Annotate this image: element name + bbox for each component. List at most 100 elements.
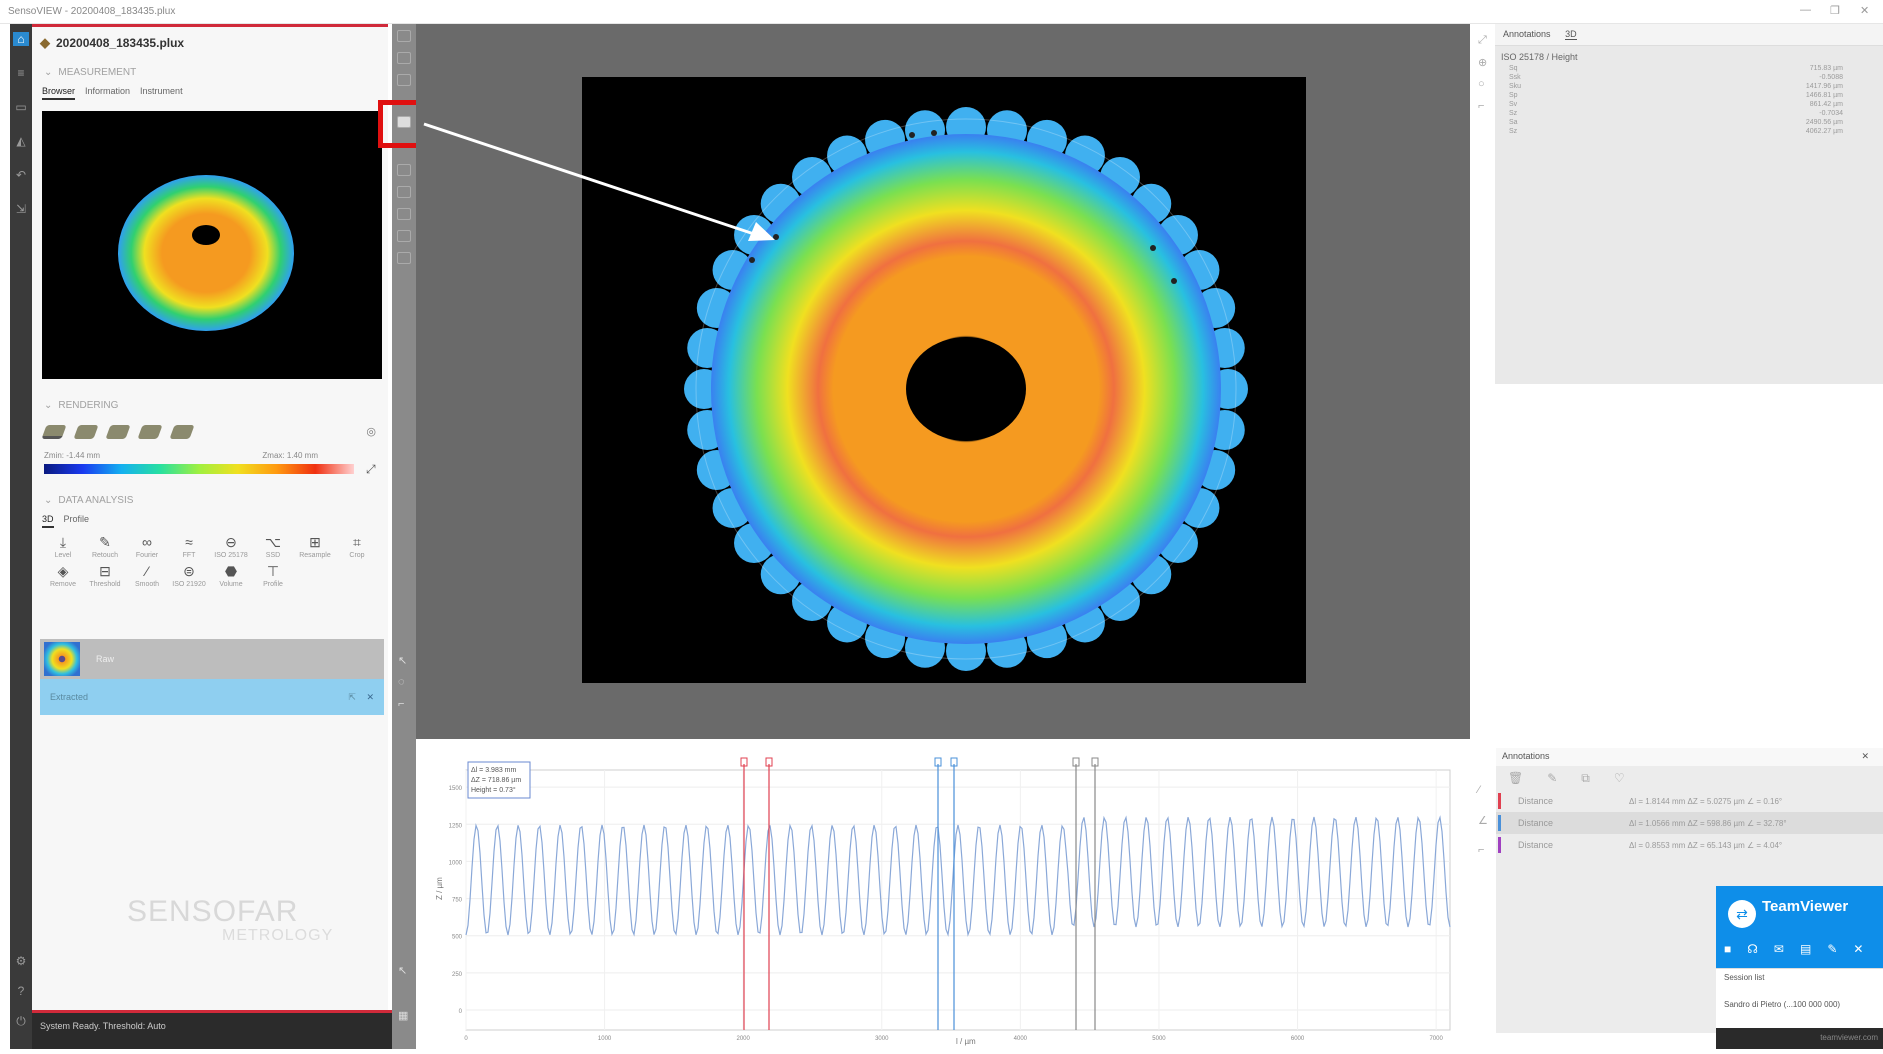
tab-instrument[interactable]: Instrument xyxy=(140,86,183,96)
tool-resample-button[interactable]: ⊞ Resample xyxy=(296,534,334,559)
color-scale-bar[interactable] xyxy=(44,464,354,474)
layer-extracted[interactable]: Extracted ⇱ ✕ xyxy=(40,679,384,715)
tool-iso25178-button[interactable]: ⊖ ISO 25178 xyxy=(212,534,250,559)
tool-1-icon[interactable] xyxy=(397,30,411,42)
cursor-handle[interactable] xyxy=(1091,757,1099,767)
folder-icon[interactable]: ▭ xyxy=(15,100,27,114)
undo-icon[interactable]: ↶ xyxy=(15,168,27,182)
data-analysis-header[interactable]: ⌄ DATA ANALYSIS xyxy=(44,495,134,506)
distance-row[interactable]: Distance Δl = 1.0566 mm ΔZ = 598.86 µm ∠ … xyxy=(1496,812,1883,834)
tool-iso21920-button[interactable]: ⊜ ISO 21920 xyxy=(170,563,208,588)
tool-smooth-button[interactable]: ⁄ Smooth xyxy=(128,563,166,588)
tab-3d[interactable]: 3D xyxy=(42,514,54,528)
tab-3d[interactable]: 3D xyxy=(1565,29,1577,40)
measure-icon[interactable]: ⌐ xyxy=(1478,100,1485,112)
tool-7-icon[interactable] xyxy=(397,208,411,220)
close-icon[interactable]: ✕ xyxy=(1853,942,1864,956)
tool-profile-button[interactable]: ⊤ Profile xyxy=(254,563,292,588)
measurement-section[interactable]: ⌄ MEASUREMENT xyxy=(44,67,137,78)
edit-scale-icon[interactable]: ⤢ xyxy=(366,461,376,476)
settings-icon[interactable]: ⚙ xyxy=(15,954,27,968)
profile-chart[interactable]: 0 250 500 750 1000 1250 1500 0 1000 2000 3000 4000… xyxy=(416,740,1470,1049)
step-tool-icon[interactable]: ⌐ xyxy=(1478,844,1485,856)
chat-icon[interactable]: ✉ xyxy=(1773,942,1784,956)
render-mode-3-button[interactable] xyxy=(105,425,131,439)
file-icon[interactable]: ▤ xyxy=(1799,942,1812,956)
tool-level-button[interactable]: ⤓ Level xyxy=(44,534,82,559)
home-icon[interactable]: ⌂ xyxy=(13,32,29,46)
tab-browser[interactable]: Browser xyxy=(42,86,76,100)
close-icon[interactable]: ✕ xyxy=(366,691,374,702)
cursor-icon[interactable]: ↖ xyxy=(398,655,408,667)
tab-profile[interactable]: Profile xyxy=(63,514,90,524)
cursor-handle[interactable] xyxy=(765,757,773,767)
bookmark-icon[interactable]: ♡ xyxy=(1613,771,1625,785)
audio-icon[interactable]: ☊ xyxy=(1747,942,1758,956)
close-icon[interactable]: ✕ xyxy=(1861,751,1869,761)
gear-viewport[interactable] xyxy=(582,77,1306,683)
help-icon[interactable]: ? xyxy=(17,984,25,998)
angle-tool-icon[interactable]: ∠ xyxy=(1478,815,1488,827)
session-list-label[interactable]: Session list xyxy=(1724,973,1765,982)
tool-remove-button[interactable]: ◈ Remove xyxy=(44,563,82,588)
video-icon[interactable]: ■ xyxy=(1724,942,1732,956)
export-icon[interactable]: ⇱ xyxy=(348,691,356,702)
distance-row[interactable]: Distance Δl = 1.8144 mm ΔZ = 5.0275 µm ∠ … xyxy=(1496,790,1883,812)
tool-fourier-button[interactable]: ∞ Fourier xyxy=(128,534,166,559)
cursor-handle[interactable] xyxy=(740,757,748,767)
tab-information[interactable]: Information xyxy=(85,86,131,96)
draw-icon[interactable]: ✎ xyxy=(1827,942,1838,956)
render-mode-5-button[interactable] xyxy=(169,425,195,439)
tool-ssd-button[interactable]: ⌥ SSD xyxy=(254,534,292,559)
teamviewer-widget[interactable]: ⇄ TeamViewer ■ ☊ ✉ ▤ ✎ ✕ xyxy=(1716,886,1883,968)
tool-threshold-button[interactable]: ⊟ Threshold xyxy=(86,563,124,588)
close-icon[interactable]: ✕ xyxy=(1860,5,1870,17)
expand-icon[interactable]: ⤢ xyxy=(1478,34,1487,46)
copy-icon[interactable]: ⧉ xyxy=(1581,770,1590,785)
edit-icon[interactable]: ✎ xyxy=(1547,771,1558,785)
circle-icon[interactable]: ○ xyxy=(1478,78,1485,90)
color-swatch xyxy=(1498,837,1501,853)
tool-2-icon[interactable] xyxy=(397,52,411,64)
point-icon[interactable]: ◌ xyxy=(398,676,405,688)
cursor-handle[interactable] xyxy=(934,757,942,767)
tool-crop-button[interactable]: ⌗ Crop xyxy=(338,534,376,559)
tool-3-icon[interactable] xyxy=(397,74,411,86)
chevron-icon: ⌄ xyxy=(44,400,53,411)
cursor-icon[interactable]: ↖ xyxy=(398,965,408,977)
tool-6-icon[interactable] xyxy=(397,186,411,198)
tool-5-icon[interactable] xyxy=(397,164,411,176)
x-tick-label: 7000 xyxy=(1429,1036,1443,1042)
render-mode-1-button[interactable] xyxy=(41,425,67,439)
tool-fft-button[interactable]: ≈ FFT xyxy=(170,534,208,559)
tool-8-icon[interactable] xyxy=(397,230,411,242)
power-icon[interactable]: ⏻ xyxy=(16,1014,26,1028)
annotation-tool-icon[interactable] xyxy=(397,116,411,128)
session-contact[interactable]: Sandro di Pietro (...100 000 000) xyxy=(1724,1000,1841,1009)
rendering-header[interactable]: ⌄ RENDERING xyxy=(44,400,119,411)
export-icon[interactable]: ⇲ xyxy=(15,202,27,216)
line-icon[interactable]: ⌐ xyxy=(398,698,405,710)
parameter-row: Sp 1466.81 µm xyxy=(1495,91,1883,100)
maximize-icon[interactable]: ❐ xyxy=(1830,5,1840,17)
distance-row[interactable]: Distance Δl = 0.8553 mm ΔZ = 65.143 µm ∠ … xyxy=(1496,834,1883,856)
chart-icon[interactable]: ◭ xyxy=(16,134,26,148)
render-mode-2-button[interactable] xyxy=(73,425,99,439)
tool-retouch-button[interactable]: ✎ Retouch xyxy=(86,534,124,559)
tool-9-icon[interactable] xyxy=(397,252,411,264)
tool-volume-button[interactable]: ⬣ Volume xyxy=(212,563,250,588)
grid-icon[interactable]: ▦ xyxy=(398,1010,409,1022)
layer-raw[interactable]: Raw xyxy=(40,639,384,679)
minimize-icon[interactable]: — xyxy=(1800,4,1811,16)
list-icon[interactable]: ≡ xyxy=(17,66,25,80)
target-icon[interactable]: ⊕ xyxy=(1478,57,1488,69)
render-mode-4-button[interactable] xyxy=(137,425,163,439)
reset-view-icon[interactable]: ◎ xyxy=(366,426,376,438)
cursor-handle[interactable] xyxy=(950,757,958,767)
delete-icon[interactable]: 🗑 xyxy=(1508,771,1524,785)
measurement-thumbnail[interactable] xyxy=(42,111,382,379)
parameter-row: Sq 715.83 µm xyxy=(1495,64,1883,73)
line-tool-icon[interactable]: ⁄ xyxy=(1478,784,1480,796)
cursor-handle[interactable] xyxy=(1072,757,1080,767)
parameter-value: 1466.81 µm xyxy=(1805,92,1843,99)
